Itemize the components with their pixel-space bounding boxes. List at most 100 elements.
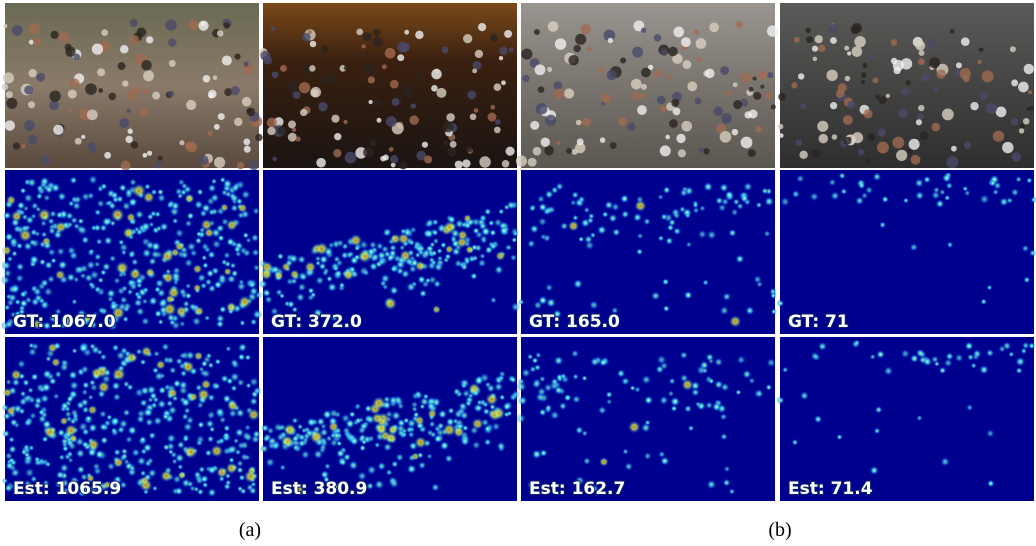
density-blob [228, 457, 234, 463]
density-blob [336, 259, 343, 266]
density-blob [298, 283, 307, 292]
person [475, 50, 483, 58]
density-blob [936, 199, 945, 208]
density-blob [94, 286, 102, 294]
density-hotspot [216, 467, 228, 479]
person [993, 131, 1004, 142]
density-blob [478, 259, 487, 268]
density-blob [395, 453, 404, 462]
density-blob [479, 214, 487, 222]
person [918, 58, 925, 65]
person [898, 108, 908, 118]
person [566, 148, 572, 154]
density-blob [342, 243, 349, 250]
density-blob [166, 356, 174, 364]
person [1018, 82, 1029, 93]
person [741, 137, 753, 149]
density-blob [499, 394, 505, 400]
density-hotspot [88, 405, 98, 415]
density-blob [498, 208, 504, 214]
density-blob [216, 224, 225, 233]
density-blob [433, 238, 440, 245]
density-blob [573, 279, 583, 289]
person [920, 131, 929, 140]
density-blob [263, 436, 270, 443]
density-blob [621, 210, 629, 218]
person [657, 96, 666, 105]
density-hotspot [42, 237, 51, 246]
density-blob [140, 448, 147, 455]
person [21, 144, 26, 149]
density-blob [397, 403, 404, 410]
person [581, 24, 591, 34]
person [556, 141, 560, 145]
density-blob [665, 237, 673, 245]
density-blob [427, 261, 436, 270]
density-blob [25, 216, 34, 225]
density-blob [20, 187, 27, 194]
density-blob [157, 288, 166, 297]
density-blob [437, 248, 443, 254]
density-blob [81, 236, 89, 244]
density-blob [30, 238, 40, 248]
density-blob [612, 228, 620, 236]
density-blob [267, 427, 275, 435]
density-blob [131, 448, 140, 457]
person [760, 85, 764, 89]
density-blob [561, 375, 570, 384]
density-blob [391, 460, 398, 467]
density-blob [539, 376, 546, 383]
person [703, 148, 709, 154]
density-blob [27, 178, 37, 188]
density-blob [534, 364, 541, 371]
density-blob [100, 436, 108, 444]
density-blob [68, 200, 75, 207]
density-blob [3, 211, 11, 219]
density-blob [223, 425, 230, 432]
density-blob [480, 373, 490, 383]
density-blob [189, 249, 197, 257]
person [653, 69, 661, 77]
person [424, 155, 432, 163]
density-blob [202, 262, 209, 269]
density-blob [214, 383, 221, 390]
density-blob [264, 295, 272, 303]
person [818, 45, 825, 52]
density-blob [489, 229, 496, 236]
person [431, 85, 438, 92]
density-blob [870, 354, 876, 360]
person [119, 118, 129, 128]
person [168, 38, 176, 46]
density-blob [657, 355, 667, 365]
density-blob [113, 277, 120, 284]
person [6, 98, 17, 109]
density-blob [836, 434, 842, 440]
person [139, 107, 148, 116]
density-blob [253, 264, 260, 271]
person [267, 118, 277, 128]
density-blob [197, 273, 206, 282]
person [828, 24, 837, 33]
density-blob [297, 255, 306, 264]
density-blob [307, 294, 315, 302]
person [466, 146, 472, 152]
person [873, 77, 879, 83]
density-blob [723, 479, 731, 487]
density-blob [641, 423, 651, 433]
person [847, 51, 851, 55]
density-blob [297, 424, 303, 430]
density-hotspot [729, 315, 741, 327]
density-blob [633, 213, 642, 222]
density-blob [219, 177, 226, 184]
person [344, 65, 349, 70]
person [732, 129, 739, 136]
density-blob [540, 449, 548, 457]
density-hotspot [457, 230, 468, 241]
density-blob [367, 435, 374, 442]
person [830, 37, 837, 44]
density-hotspot [38, 208, 52, 222]
person [389, 147, 394, 152]
density-blob [589, 300, 599, 310]
density-blob [260, 444, 269, 453]
density-blob [181, 397, 191, 407]
